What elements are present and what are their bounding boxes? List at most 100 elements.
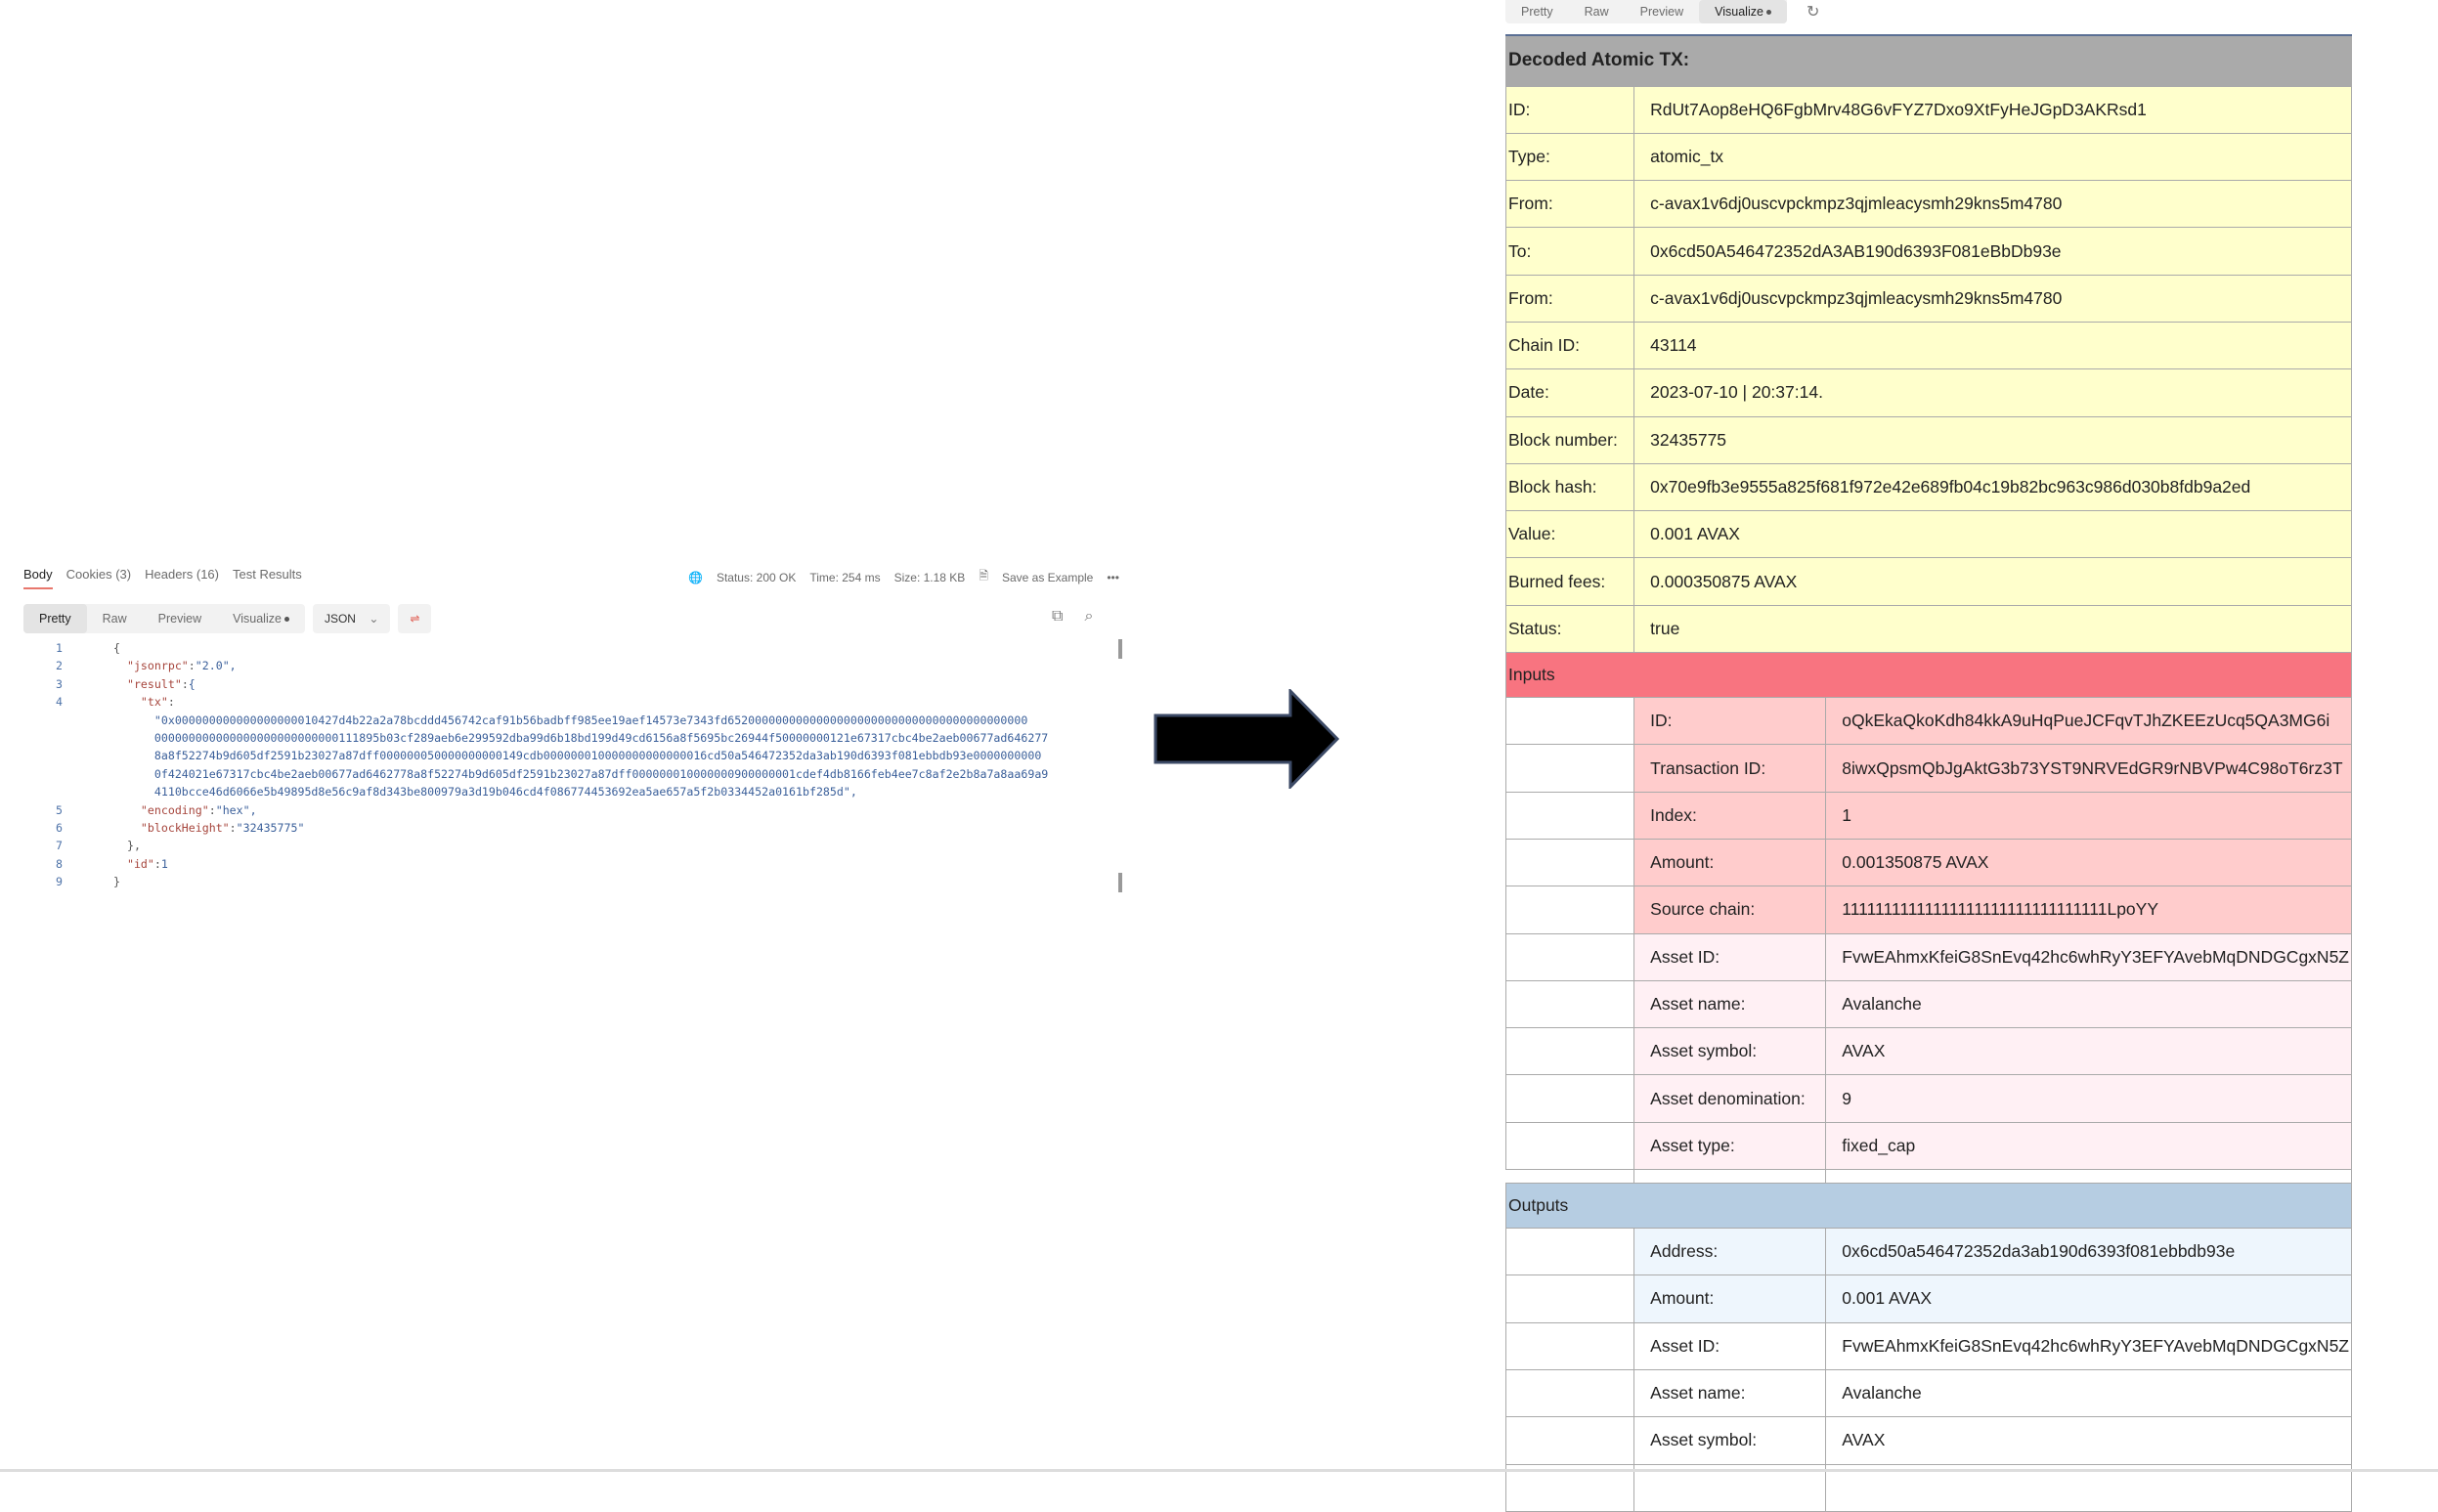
row-value: atomic_tx [1633,132,2352,182]
response-time[interactable]: Time: 254 ms [809,570,881,584]
input-row: Transaction ID: 8iwxQpsmQbJgAktG3b73YST9N… [1504,744,2352,793]
scrollbar[interactable] [1118,639,1122,659]
scrollbar-bottom[interactable] [1118,873,1122,892]
code-line: 0f424021e67317cbc4be2aeb00677ad6462778a8… [39,765,1114,783]
format-select[interactable]: JSON ⌄ [312,604,391,633]
row-value: 2023-07-10 | 20:37:14. [1633,368,2352,417]
row-label: Type: [1504,132,1635,182]
json-key: "result" [126,676,182,691]
input-row: Index: 1 [1504,791,2352,840]
more-button[interactable]: ••• [1107,570,1119,584]
json-key: "encoding" [140,802,209,817]
code-line: 8a8f52274b9d605df2591b23027a87dff0000000… [39,747,1114,764]
row-label: To: [1504,227,1635,276]
row-value: AVAX [1825,1027,2352,1076]
json-body[interactable]: 1{2 "jsonrpc": "2.0", 3 "result": {4 "tx"… [39,639,1114,891]
view-visualize[interactable]: Visualize [1699,0,1787,23]
row-label: Amount: [1633,838,1827,887]
response-size[interactable]: Size: 1.18 KB [893,570,966,584]
output-row: Address: 0x6cd50a546472352da3ab190d6393f0… [1504,1228,2352,1276]
code-line: "0x000000000000000000010427d4b22a2a78bcd… [39,712,1114,729]
arrow-right-icon [1154,689,1339,789]
row-value: 1 [1825,791,2352,840]
wrap-lines-button[interactable]: ⇌ [398,604,432,633]
row-value: RdUt7Aop8eHQ6FgbMrv48G6vFYZ7Dxo9XtFyHeJG… [1633,85,2352,134]
inputs-header: Inputs [1505,652,2352,699]
line-number: 3 [56,676,63,691]
globe-icon[interactable]: 🌐 [688,570,703,584]
row-label: Asset type: [1633,1121,1827,1171]
tab-headers[interactable]: Headers (16) [145,567,219,582]
row-value: Avalanche [1825,1368,2352,1418]
json-string: 0f424021e67317cbc4be2aeb00677ad6462778a8… [153,766,1049,781]
output-row: Amount: 0.001 AVAX [1504,1274,2352,1323]
decoded-tx-table: Decoded Atomic TX: ID: RdUt7Aop8eHQ6FgbMrv… [1504,34,2352,1512]
table-row: Block number: 32435775 [1504,415,2352,464]
code-line: 8 "id": 1 [39,855,1114,873]
table-title: Decoded Atomic TX: [1505,34,2352,87]
view-toolbar: Pretty Raw Preview Visualize JSON ⌄ ⇌ [23,604,432,633]
tab-body[interactable]: Body [23,567,53,589]
copy-icon[interactable]: ⧉ [1052,608,1064,625]
view-pretty[interactable]: Pretty [23,604,87,633]
table-row: From: c-avax1v6dj0uscvpckmpz3qjmleacysmh2… [1504,274,2352,323]
save-icon: 🗎 [979,569,988,583]
view-preview[interactable]: Preview [1639,5,1684,19]
json-key: "jsonrpc" [126,659,189,673]
input-row: Source chain: 111111111111111111111111111… [1504,886,2352,934]
tab-test-results[interactable]: Test Results [232,567,302,582]
tab-cookies[interactable]: Cookies (3) [65,567,132,582]
row-value: FvwEAhmxKfeiG8SnEvq42hc6whRyY3EFYAvebMqD… [1825,1321,2352,1370]
row-value: 8iwxQpsmQbJgAktG3b73YST9NRVEdGR9rNBVPw4C… [1825,744,2352,793]
input-row: Asset denomination: 9 [1504,1074,2352,1123]
row-value: 0x6cd50A546472352dA3AB190d6393F081eBbDb9… [1633,227,2352,276]
row-label: Asset name: [1633,979,1827,1029]
view-raw[interactable]: Raw [102,612,127,626]
line-number: 1 [56,641,63,655]
row-label: Amount: [1633,1274,1827,1323]
input-row: Asset type: fixed_cap [1504,1121,2352,1171]
row-label: Asset symbol: [1633,1416,1827,1465]
view-mode-group: Pretty Raw Preview Visualize [23,604,305,633]
outputs-header: Outputs [1505,1183,2352,1230]
row-value: 0.001 AVAX [1633,510,2352,559]
json-string: "0x000000000000000000010427d4b22a2a78bcd… [153,713,1028,727]
search-icon[interactable]: ⌕ [1084,608,1094,625]
code-line: 9} [39,873,1114,890]
divider [0,1469,2438,1472]
json-value: "hex", [215,802,257,817]
row-label: Asset symbol: [1633,1027,1827,1076]
chevron-down-icon: ⌄ [369,612,379,626]
line-number: 9 [56,875,63,889]
refresh-icon[interactable]: ↻ [1806,4,1820,21]
row-value: 0.000350875 AVAX [1633,557,2352,606]
view-pretty[interactable]: Pretty [1521,5,1553,19]
outputs-label: Outputs [1505,1183,2352,1230]
inputs-label: Inputs [1505,652,2352,699]
row-value: 32435775 [1633,415,2352,464]
code-line: 1{ [39,639,1114,657]
json-value: 1 [160,856,168,871]
view-preview[interactable]: Preview [157,612,202,626]
code-line: 6 "blockHeight": "32435775" [39,819,1114,837]
table-row: ID: RdUt7Aop8eHQ6FgbMrv48G6vFYZ7Dxo9XtFyH… [1504,85,2352,134]
table-row: Date: 2023-07-10 | 20:37:14. [1504,368,2352,417]
view-raw[interactable]: Raw [1584,5,1609,19]
table-row: Type: atomic_tx [1504,132,2352,182]
input-row: ID: oQkEkaQkoKdh84kkA9uHqPueJCFqvTJhZKEEz… [1504,697,2352,746]
row-value: c-avax1v6dj0uscvpckmpz3qjmleacysmh29kns5… [1633,180,2352,229]
save-as-example-button[interactable]: Save as Example [1001,570,1094,584]
view-visualize[interactable]: Visualize [217,604,305,633]
row-label: ID: [1504,85,1635,134]
table-row: Burned fees: 0.000350875 AVAX [1504,557,2352,606]
line-number [39,783,63,800]
status-code[interactable]: Status: 200 OK [716,570,797,584]
json-brace: }, [126,839,141,853]
row-label: From: [1504,274,1635,323]
row-value: 43114 [1633,321,2352,370]
row-label: Asset ID: [1633,1321,1827,1370]
json-brace: { [113,641,120,655]
code-line: 000000000000000000000000000111895b03cf28… [39,729,1114,747]
json-string: 8a8f52274b9d605df2591b23027a87dff0000000… [153,749,1042,763]
row-value: 0.001350875 AVAX [1825,838,2352,887]
